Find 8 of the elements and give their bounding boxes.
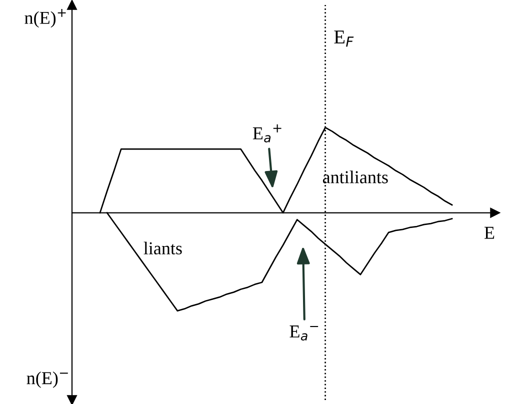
- x-axis-title: E: [484, 226, 494, 239]
- text: n(E)$^{−}$: [26, 372, 68, 388]
- text: E$_{a}$$^{−}$: [290, 326, 318, 341]
- text: E$_{F}$: [334, 30, 354, 47]
- annotation: liants: [144, 242, 182, 254]
- annotation: E$_{a}$$^{+}$: [252, 124, 282, 142]
- annotation: antiliants: [322, 170, 388, 184]
- text: n(E)$^{+}$: [24, 8, 66, 28]
